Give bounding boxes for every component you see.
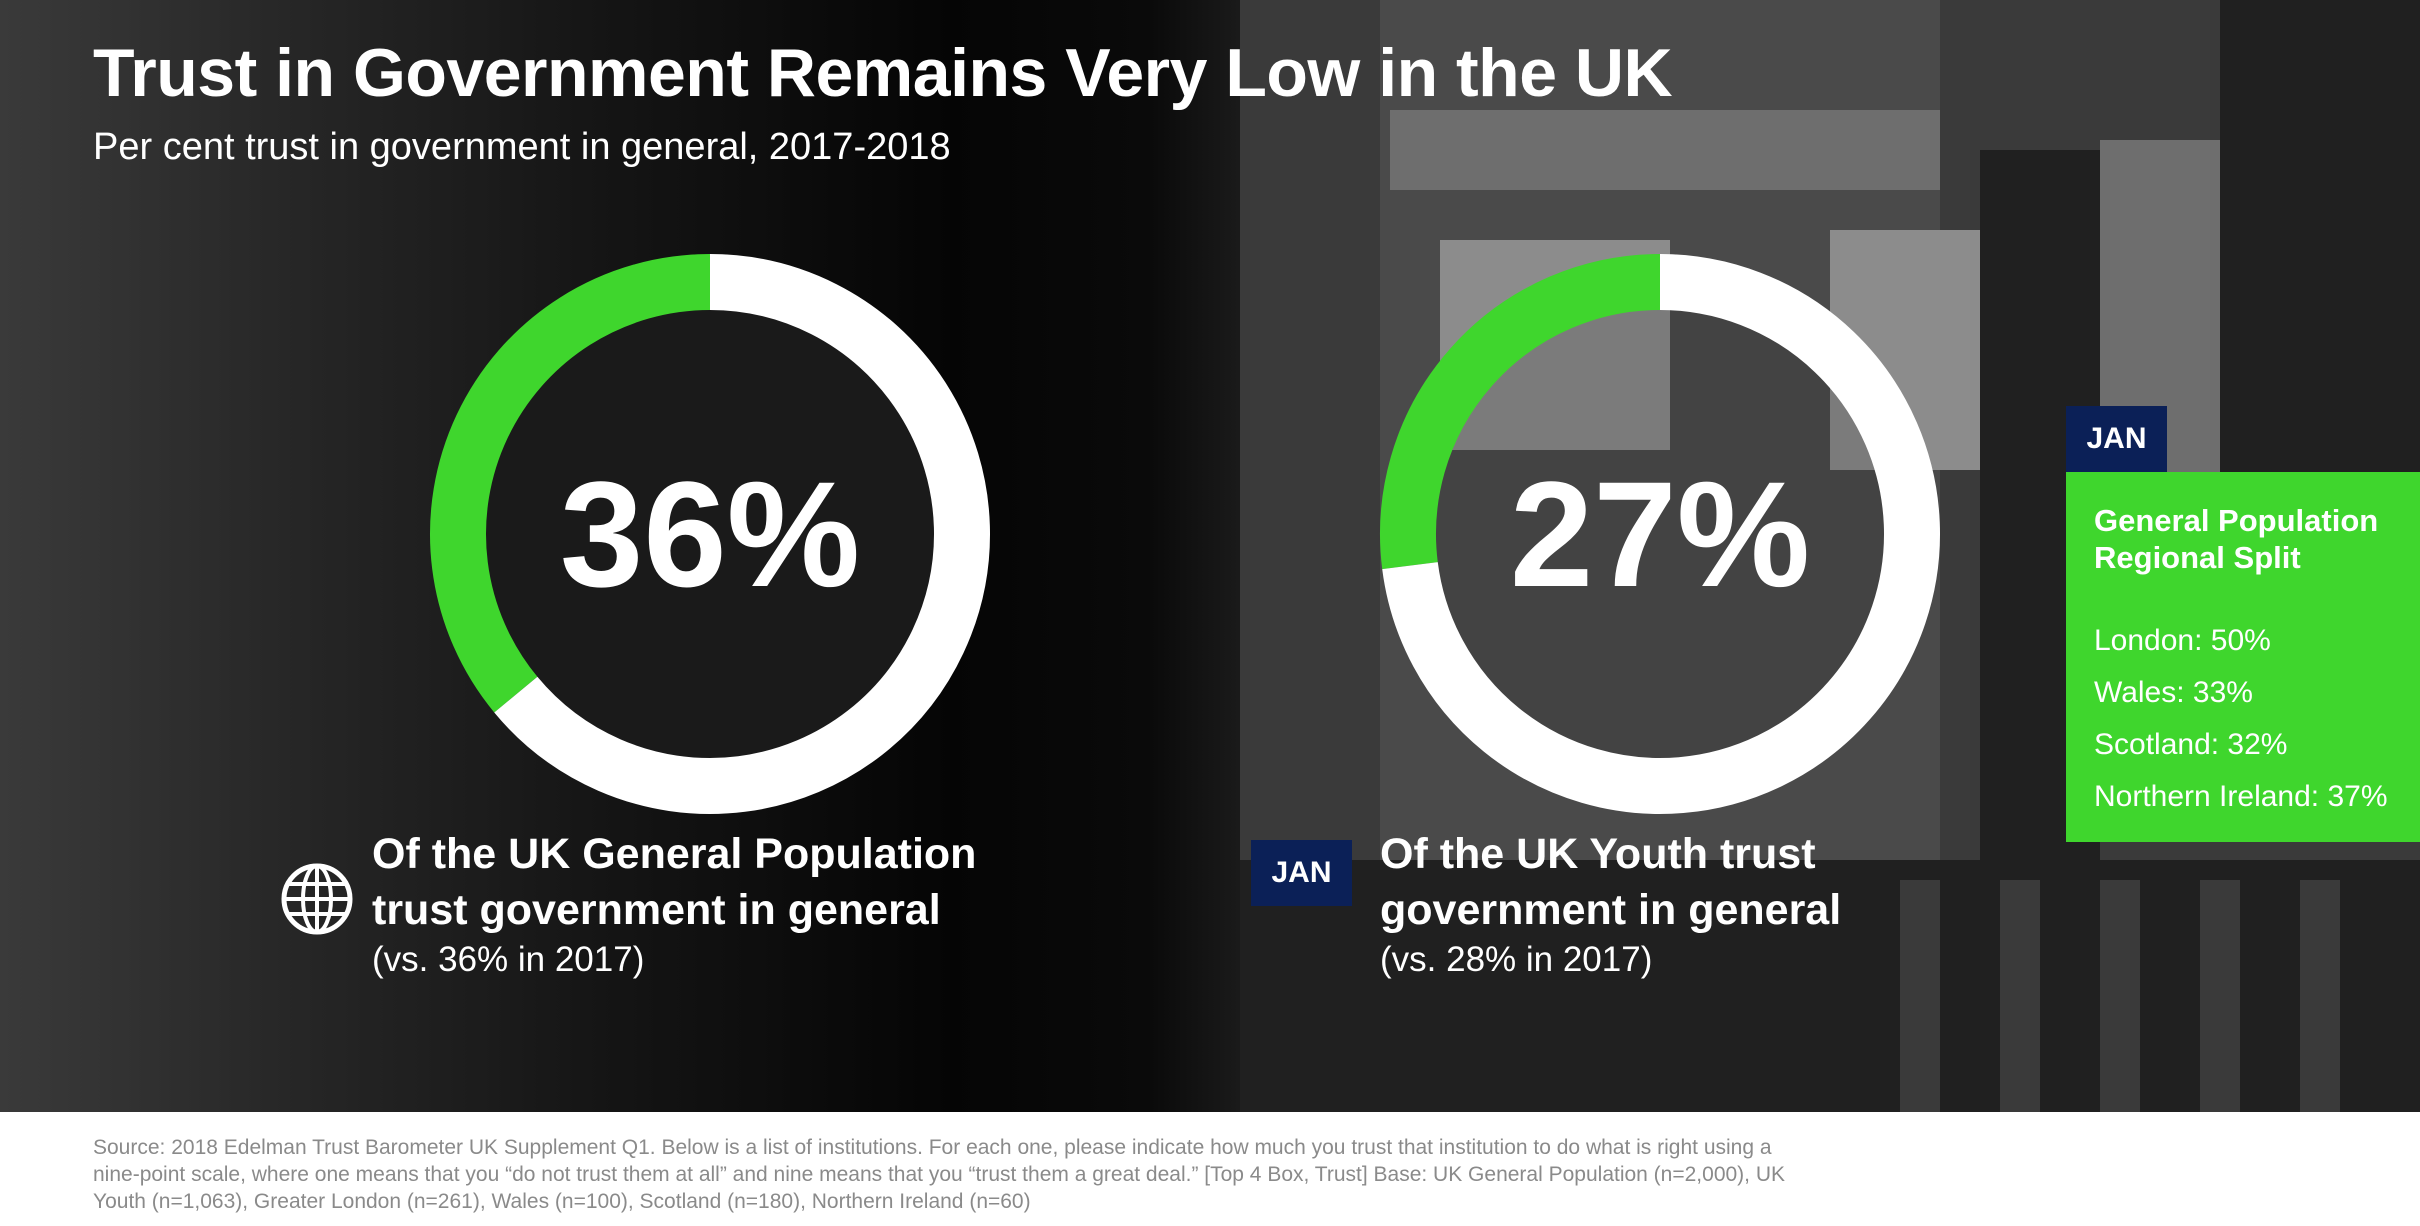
regional-split-panel: General Population Regional Split London… — [2066, 472, 2420, 842]
jan-tag-regional: JAN — [2066, 406, 2167, 472]
region-wales: Wales: 33% — [2094, 676, 2253, 709]
donut-value-label: 36% — [560, 450, 860, 618]
source-note: Source: 2018 Edelman Trust Barometer UK … — [93, 1136, 1786, 1213]
region-london: London: 50% — [2094, 624, 2271, 657]
caption-line: government in general — [1380, 886, 1842, 934]
regional-split-title: General Population Regional Split — [2094, 503, 2379, 575]
donut-chart-general-population: 36% — [430, 254, 990, 814]
comparison-text: (vs. 36% in 2017) — [372, 940, 645, 979]
slide-background: Trust in Government Remains Very Low in … — [0, 0, 2420, 1112]
jan-tag-youth: JAN — [1251, 840, 1352, 906]
donut-arc-remainder — [494, 254, 990, 814]
caption-youth: Of the UK Youth trust government in gene… — [1380, 826, 1841, 982]
donut-arc-remainder — [1382, 254, 1940, 814]
donut-center-fill — [1408, 282, 1912, 786]
page-subtitle: Per cent trust in government in general,… — [93, 126, 951, 168]
caption-general-population: Of the UK General Population trust gover… — [372, 826, 976, 982]
donut-chart-youth: 27% — [1380, 254, 1940, 814]
globe-icon — [281, 863, 353, 935]
donut-value-label: 27% — [1510, 450, 1810, 618]
page-title: Trust in Government Remains Very Low in … — [93, 35, 1673, 111]
donut-arc-trust — [430, 254, 711, 713]
donut-center-fill — [458, 282, 962, 786]
region-scotland: Scotland: 32% — [2094, 728, 2288, 761]
comparison-text: (vs. 28% in 2017) — [1380, 940, 1653, 979]
donut-arc-trust — [1380, 254, 1661, 570]
footer: Source: 2018 Edelman Trust Barometer UK … — [0, 1112, 2420, 1226]
region-northern-ireland: Northern Ireland: 37% — [2094, 780, 2388, 813]
caption-line: Of the UK Youth trust — [1380, 830, 1816, 878]
caption-line: trust government in general — [372, 886, 941, 934]
caption-line: Of the UK General Population — [372, 830, 977, 878]
